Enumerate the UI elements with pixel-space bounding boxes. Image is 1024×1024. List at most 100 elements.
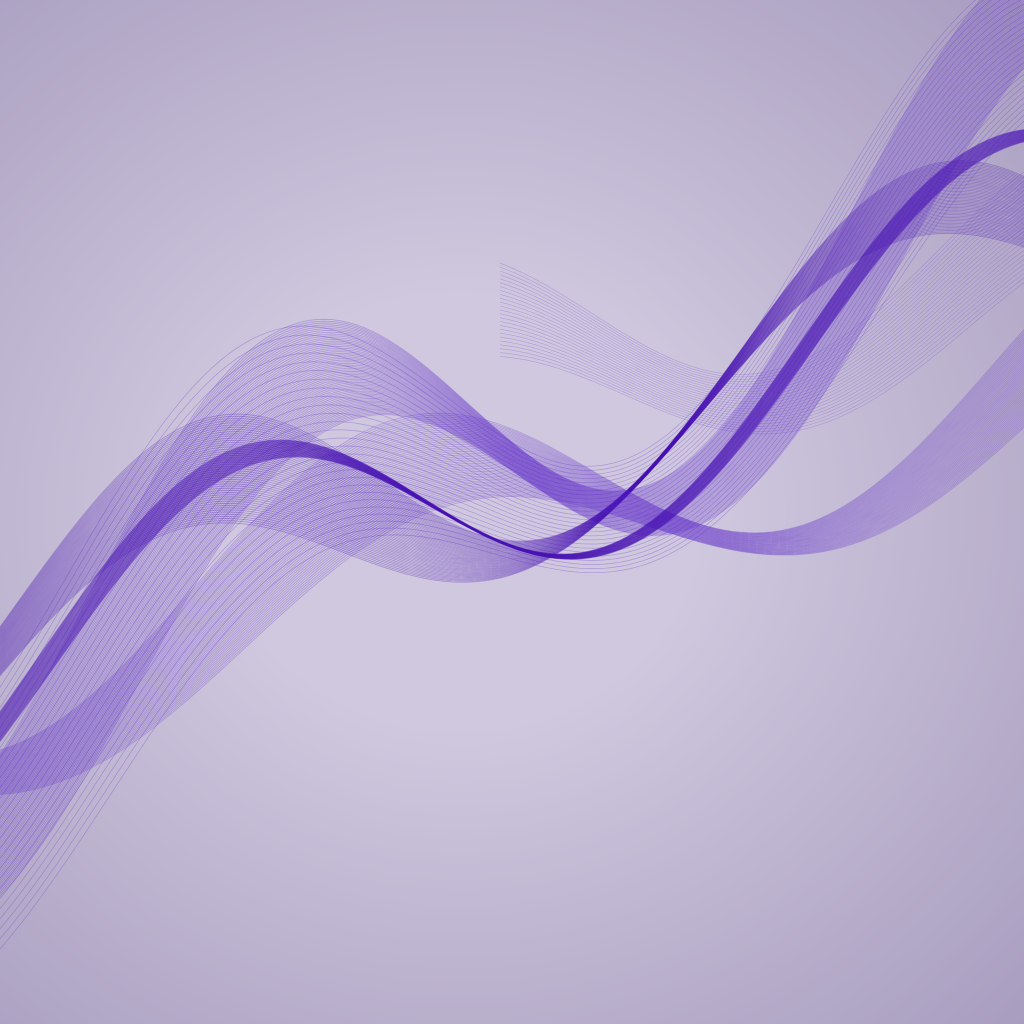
wave-line (0, 173, 1024, 637)
wave-line (0, 356, 1024, 763)
wave-line (0, 91, 1024, 900)
wave-line (0, 369, 1024, 770)
wave-line (0, 176, 1024, 639)
main-ribbon-upper (0, 0, 1024, 898)
main-ribbon-middle (0, 160, 1024, 677)
right-line-fan (499, 171, 1024, 435)
wave-line (0, 166, 1024, 632)
wave-line (499, 236, 1024, 410)
wave-line (0, 3, 1024, 749)
wave-line (0, 30, 1024, 850)
wave-line (0, 426, 1024, 795)
wave-line (0, 45, 1024, 869)
wave-line (0, 0, 1024, 808)
wave-line (0, 120, 1024, 950)
wave-line (0, 219, 1024, 668)
wave-line (0, 332, 1024, 753)
wave-line (0, 232, 1024, 677)
wave-line (0, 336, 1024, 754)
wave-line (0, 0, 985, 761)
wave-line (0, 130, 1024, 717)
wave-line (0, 79, 1024, 880)
wave-line (0, 0, 1008, 789)
wave-line (0, 214, 1024, 664)
wave-line (0, 350, 1024, 761)
wave-line (0, 0, 1006, 787)
wave-line (0, 38, 1024, 860)
wave-line (499, 268, 1024, 427)
wave-line (0, 193, 1024, 651)
wave-line (0, 0, 984, 698)
main-ribbon-lower (0, 328, 1024, 795)
wave-line (0, 328, 1024, 751)
wave-line (0, 0, 1024, 810)
wave-line (0, 411, 1024, 788)
wave-line (0, 134, 1024, 727)
wave-line (0, 160, 1024, 628)
wave-line (0, 85, 1024, 890)
wave-line (0, 136, 1024, 731)
wave-line (0, 73, 1024, 869)
wave-line (0, 174, 1024, 638)
wave-line (0, 379, 1024, 774)
wave-line (0, 387, 1024, 778)
wave-line (0, 414, 1024, 790)
dark-core-strand (0, 129, 1024, 743)
wave-line (499, 185, 1024, 383)
wave-line (0, 20, 1024, 836)
wave-line (0, 3, 1024, 815)
wave-line (0, 21, 1024, 839)
wave-line (0, 222, 1024, 670)
wave-line (0, 340, 1024, 756)
wave-line (0, 416, 1024, 791)
wave-line (0, 364, 1024, 767)
wave-line (0, 140, 1024, 740)
wave-line (0, 161, 1024, 629)
wave-line (0, 371, 1024, 770)
wave-line (0, 189, 1024, 648)
wave-line (0, 66, 1024, 898)
wave-line (0, 27, 1024, 789)
wave-line (0, 18, 1024, 834)
wave-line (0, 192, 1024, 650)
wave-line (0, 198, 1024, 654)
wave-line (0, 48, 1024, 874)
wave-line (499, 180, 1024, 380)
wave-line (0, 44, 1024, 819)
wave-line (0, 64, 1024, 895)
wave-line (0, 381, 1024, 775)
wave-line (0, 163, 1024, 630)
wave-line (0, 32, 1024, 853)
wave-line (0, 393, 1024, 780)
wave-line (0, 27, 1024, 846)
wave-line (0, 182, 1024, 643)
wave-line (0, 138, 1024, 737)
wave-line (0, 170, 1024, 635)
wave-line (0, 344, 1024, 758)
wave-line (0, 132, 1024, 721)
wave-line (0, 57, 1024, 886)
wave-line (0, 375, 1024, 772)
wave-line (0, 354, 1024, 762)
wave-line (0, 206, 1024, 659)
wave-line (0, 0, 1011, 729)
wave-line (0, 140, 1024, 741)
wave-line (0, 131, 1024, 719)
wave-line (499, 212, 1024, 397)
wave-line (0, 330, 1024, 752)
wave-line (0, 9, 1024, 822)
wave-line (0, 217, 1024, 666)
wave-line (0, 14, 1024, 829)
wave-line (0, 15, 1024, 769)
wave-line (0, 377, 1024, 773)
wave-line (0, 0, 1022, 806)
wave-line (0, 114, 1024, 940)
wave-line (0, 131, 1024, 720)
wave-line (0, 39, 1024, 862)
wave-line (0, 52, 1024, 879)
wave-line (0, 108, 1024, 930)
wave-line (0, 422, 1024, 794)
wave-line (0, 61, 1024, 890)
wave-line (0, 186, 1024, 646)
